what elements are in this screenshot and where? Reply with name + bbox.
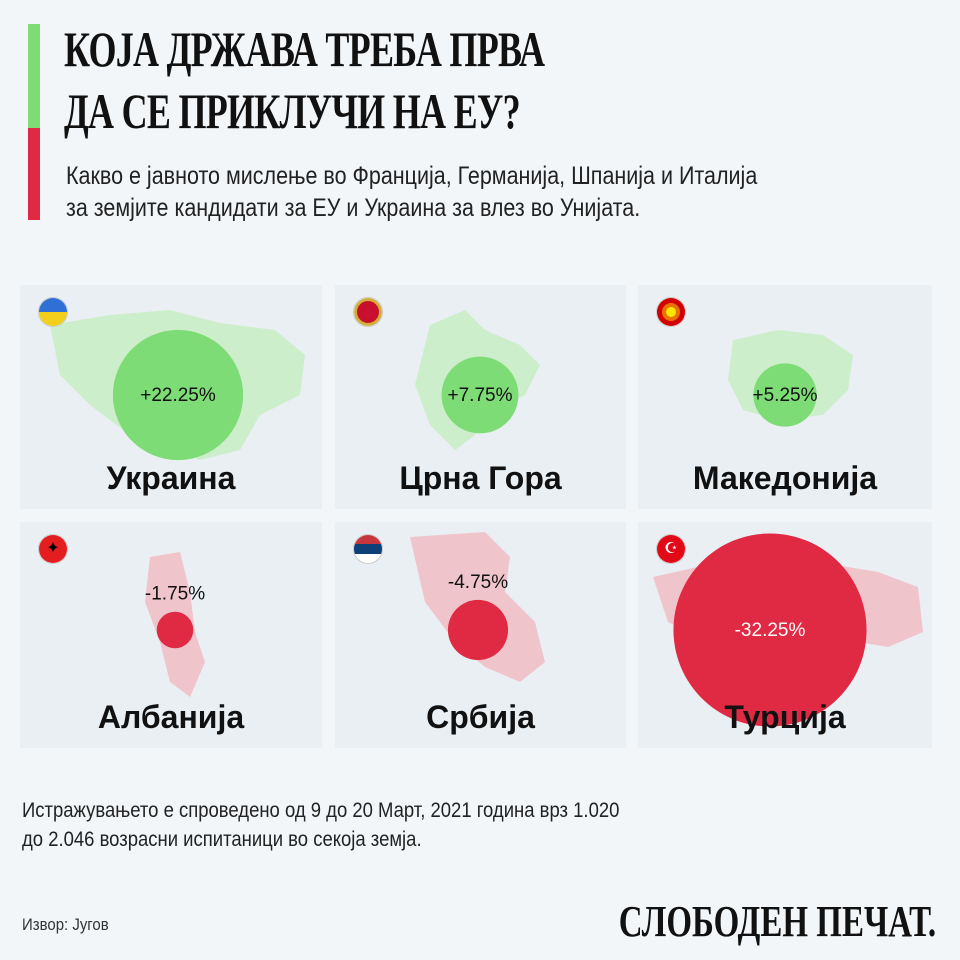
page-title: КОЈА ДРЖАВА ТРЕБА ПРВА ДА СЕ ПРИКЛУЧИ НА… [64, 18, 545, 142]
ukraine-flag-icon [38, 297, 68, 327]
country-name: Црна Гора [399, 460, 562, 496]
value-bubble [441, 356, 519, 434]
value-bubble [156, 611, 194, 649]
country-name: Турција [724, 699, 846, 735]
value-label: +7.75% [448, 385, 513, 406]
country-chart: -32.25% [653, 533, 923, 727]
value-label: +5.25% [753, 385, 818, 406]
logo: СЛОБОДЕН ПЕЧАТ. [618, 897, 936, 946]
country-card: -32.25% ☪ Турција [638, 522, 932, 748]
survey-note-line-2: до 2.046 возрасни испитаници во секоја з… [22, 828, 422, 851]
macedonia-flag-icon [656, 297, 686, 327]
subtitle: Какво е јавното мислење во Франција, Гер… [66, 160, 757, 224]
value-bubble [112, 329, 244, 461]
country-card: +7.75% Црна Гора [335, 285, 626, 509]
country-card: +22.25% Украина [20, 285, 322, 509]
value-label: -1.75% [145, 584, 205, 605]
value-bubble [447, 599, 509, 661]
subtitle-line-1: Какво е јавното мислење во Франција, Гер… [66, 162, 758, 190]
country-card: +5.25% Македонија [638, 285, 932, 509]
albania-flag-icon: ✦ [38, 534, 68, 564]
title-line-1: КОЈА ДРЖАВА ТРЕБА ПРВА [64, 21, 545, 77]
red-accent-bar [28, 128, 40, 220]
survey-note: Истражувањето е спроведено од 9 до 20 Ма… [22, 796, 619, 854]
value-label: +22.25% [140, 385, 216, 406]
country-chart: +22.25% [50, 310, 305, 461]
country-name: Албанија [97, 699, 245, 735]
country-chart: -4.75% [410, 532, 545, 682]
value-label: -4.75% [448, 572, 508, 593]
country-chart: +5.25% [728, 330, 853, 427]
country-name: Србија [426, 699, 535, 735]
green-accent-bar [28, 24, 40, 128]
value-label: -32.25% [735, 620, 806, 641]
montenegro-flag-icon [353, 297, 383, 327]
survey-note-line-1: Истражувањето е спроведено од 9 до 20 Ма… [22, 799, 620, 822]
subtitle-line-2: за земјите кандидати за ЕУ и Украина за … [66, 194, 641, 222]
country-name: Македонија [692, 460, 878, 496]
value-bubble [753, 363, 817, 427]
value-bubble [673, 533, 867, 727]
serbia-flag-icon [353, 534, 383, 564]
country-chart: -1.75% [145, 552, 205, 697]
country-chart: +7.75% [415, 310, 540, 450]
country-card: -1.75% ✦ Албанија [20, 522, 322, 748]
title-line-2: ДА СЕ ПРИКЛУЧИ НА ЕУ? [64, 83, 521, 139]
source: Извор: Југов [22, 915, 109, 934]
turkey-flag-icon: ☪ [656, 534, 686, 564]
country-name: Украина [106, 460, 236, 496]
country-card: -4.75% Србија [335, 522, 626, 748]
